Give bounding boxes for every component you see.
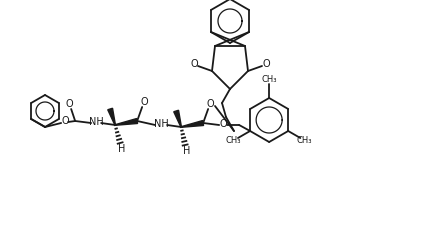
Text: CH₃: CH₃ <box>226 136 241 145</box>
Text: CH₃: CH₃ <box>262 75 277 83</box>
Text: O: O <box>190 59 198 69</box>
Text: H: H <box>119 144 126 154</box>
Text: O: O <box>219 119 227 129</box>
Polygon shape <box>174 110 181 127</box>
Text: O: O <box>206 99 214 109</box>
Polygon shape <box>115 119 138 125</box>
Text: CH₃: CH₃ <box>297 136 312 145</box>
Polygon shape <box>108 108 116 125</box>
Text: O: O <box>61 116 69 126</box>
Text: O: O <box>65 99 73 109</box>
Text: NH: NH <box>154 119 168 129</box>
Text: NH: NH <box>89 117 104 127</box>
Text: O: O <box>262 59 270 69</box>
Polygon shape <box>181 121 204 127</box>
Text: O: O <box>140 97 148 107</box>
Text: H: H <box>183 146 191 156</box>
